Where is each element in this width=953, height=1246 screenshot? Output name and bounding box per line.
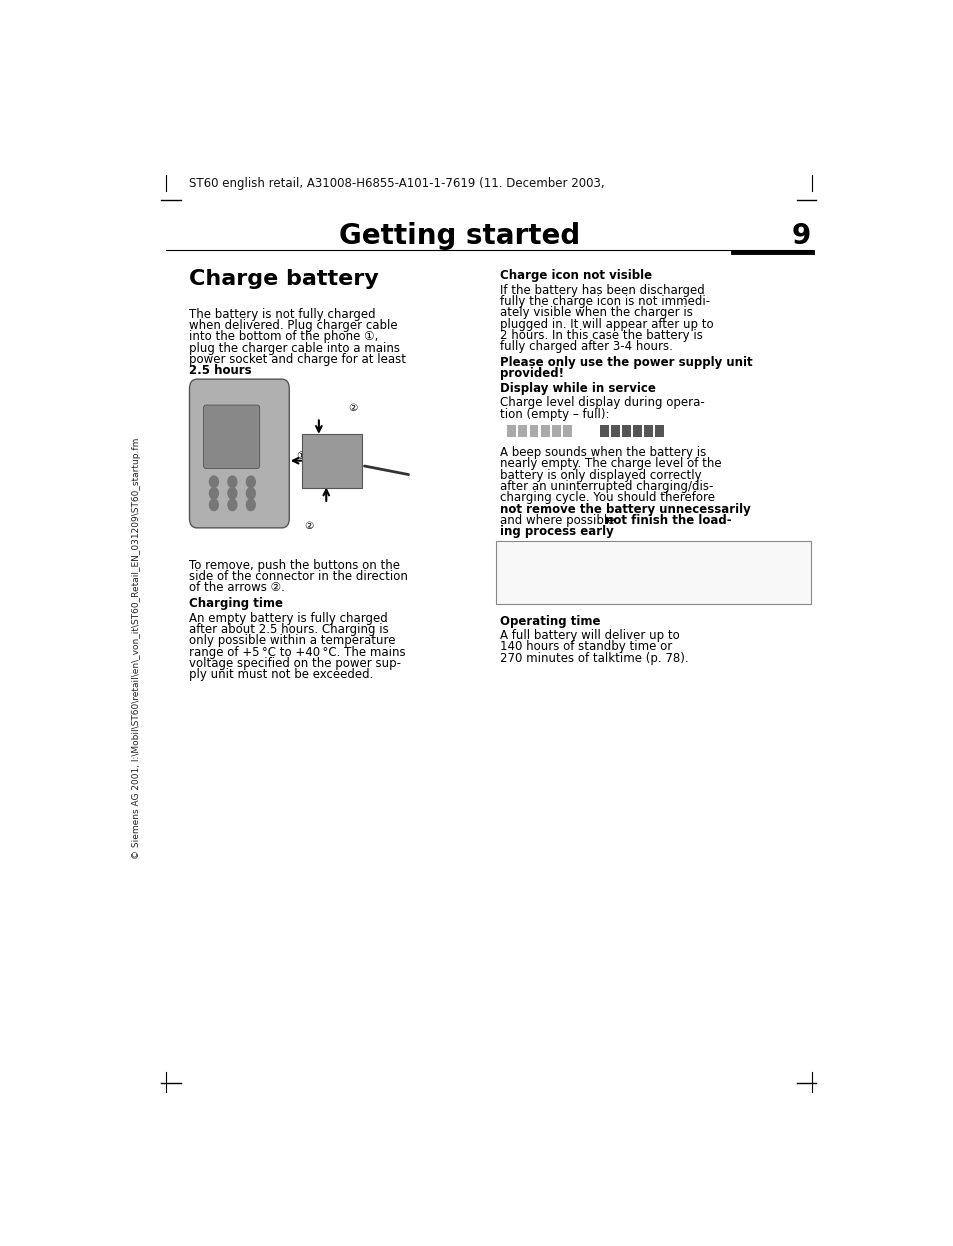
- FancyBboxPatch shape: [301, 434, 361, 487]
- Bar: [507, 425, 516, 437]
- Text: periods. This is normal and not dangerous.: periods. This is normal and not dangerou…: [501, 572, 740, 582]
- Circle shape: [228, 476, 236, 487]
- Text: Getting started: Getting started: [338, 222, 579, 250]
- Text: 270 minutes of talktime (p. 78).: 270 minutes of talktime (p. 78).: [499, 652, 688, 664]
- Text: plugged in. It will appear after up to: plugged in. It will appear after up to: [499, 318, 713, 330]
- Text: Display while in service: Display while in service: [499, 383, 656, 395]
- Text: ply unit must not be exceeded.: ply unit must not be exceeded.: [190, 668, 374, 682]
- Text: after about 2.5 hours. Charging is: after about 2.5 hours. Charging is: [190, 623, 389, 637]
- Bar: [540, 425, 549, 437]
- Text: side of the connector in the direction: side of the connector in the direction: [190, 569, 408, 583]
- Bar: [610, 425, 619, 437]
- Text: of the arrows ②.: of the arrows ②.: [190, 581, 285, 594]
- Circle shape: [210, 476, 218, 487]
- Text: 9: 9: [790, 222, 810, 250]
- Text: not remove the battery unnecessarily: not remove the battery unnecessarily: [499, 502, 750, 516]
- Text: To remove, push the buttons on the: To remove, push the buttons on the: [190, 558, 400, 572]
- Text: ately visible when the charger is: ately visible when the charger is: [499, 307, 692, 319]
- Text: The charger heats up when used for long: The charger heats up when used for long: [501, 561, 731, 571]
- Text: 2 hours. In this case the battery is: 2 hours. In this case the battery is: [499, 329, 702, 341]
- Text: 2.5 hours: 2.5 hours: [190, 364, 252, 378]
- Text: ②: ②: [304, 521, 313, 531]
- Text: tion (empty – full):: tion (empty – full):: [499, 407, 609, 421]
- Text: ②: ②: [348, 402, 357, 412]
- Text: ①: ①: [296, 451, 306, 461]
- Text: © Siemens AG 2001, I:\Mobil\ST60\retail\en\_von_it\ST60_Retail_EN_031209\ST60_st: © Siemens AG 2001, I:\Mobil\ST60\retail\…: [132, 437, 141, 858]
- Text: provided!: provided!: [499, 368, 563, 380]
- Circle shape: [228, 487, 236, 500]
- Circle shape: [246, 487, 255, 500]
- Text: Charging time: Charging time: [190, 597, 283, 611]
- Text: after an uninterrupted charging/dis-: after an uninterrupted charging/dis-: [499, 480, 713, 493]
- Bar: [529, 425, 537, 437]
- Text: Charge battery: Charge battery: [190, 269, 379, 289]
- Text: range of +5 °C to +40 °C. The mains: range of +5 °C to +40 °C. The mains: [190, 645, 406, 659]
- Text: fully charged after 3-4 hours.: fully charged after 3-4 hours.: [499, 340, 672, 353]
- Text: Operating time: Operating time: [499, 614, 599, 628]
- Text: .: .: [595, 526, 598, 538]
- Text: The battery is not fully charged: The battery is not fully charged: [190, 308, 375, 320]
- Text: only possible within a temperature: only possible within a temperature: [190, 634, 395, 648]
- Text: A full battery will deliver up to: A full battery will deliver up to: [499, 629, 679, 642]
- Text: Charge level display during opera-: Charge level display during opera-: [499, 396, 704, 409]
- Text: power socket and charge for at least: power socket and charge for at least: [190, 353, 406, 366]
- Text: plug the charger cable into a mains: plug the charger cable into a mains: [190, 341, 400, 355]
- Text: not finish the load-: not finish the load-: [604, 515, 731, 527]
- Text: Please only use the power supply unit: Please only use the power supply unit: [499, 356, 752, 369]
- Bar: [655, 425, 663, 437]
- Circle shape: [210, 500, 218, 511]
- Circle shape: [228, 500, 236, 511]
- FancyBboxPatch shape: [203, 405, 259, 468]
- Bar: [643, 425, 653, 437]
- FancyBboxPatch shape: [190, 379, 289, 528]
- Circle shape: [246, 500, 255, 511]
- Bar: [633, 425, 641, 437]
- Text: charging cycle. You should therefore: charging cycle. You should therefore: [499, 491, 714, 505]
- Circle shape: [210, 487, 218, 500]
- Text: voltage specified on the power sup-: voltage specified on the power sup-: [190, 657, 401, 670]
- Bar: [518, 425, 527, 437]
- Circle shape: [246, 476, 255, 487]
- Text: Additional information: Additional information: [501, 547, 651, 559]
- Text: Charge icon not visible: Charge icon not visible: [499, 269, 652, 283]
- Text: nearly empty. The charge level of the: nearly empty. The charge level of the: [499, 457, 720, 471]
- Text: If the battery has been discharged: If the battery has been discharged: [499, 284, 704, 297]
- Text: 140 hours of standby time or: 140 hours of standby time or: [499, 640, 672, 653]
- Text: ing process early: ing process early: [499, 526, 613, 538]
- Bar: [621, 425, 630, 437]
- Text: into the bottom of the phone ①,: into the bottom of the phone ①,: [190, 330, 378, 344]
- Text: and where possible: and where possible: [499, 515, 618, 527]
- Text: ST60 english retail, A31008-H6855-A101-1-7619 (11. December 2003,: ST60 english retail, A31008-H6855-A101-1…: [190, 177, 604, 189]
- Bar: [562, 425, 571, 437]
- Text: battery is only displayed correctly: battery is only displayed correctly: [499, 468, 700, 482]
- Text: An empty battery is fully charged: An empty battery is fully charged: [190, 612, 388, 624]
- Bar: [496, 541, 810, 603]
- Text: A beep sounds when the battery is: A beep sounds when the battery is: [499, 446, 705, 459]
- Text: .: .: [239, 364, 243, 378]
- Bar: [551, 425, 560, 437]
- Text: when delivered. Plug charger cable: when delivered. Plug charger cable: [190, 319, 397, 333]
- Bar: [599, 425, 608, 437]
- Text: fully the charge icon is not immedi-: fully the charge icon is not immedi-: [499, 295, 709, 308]
